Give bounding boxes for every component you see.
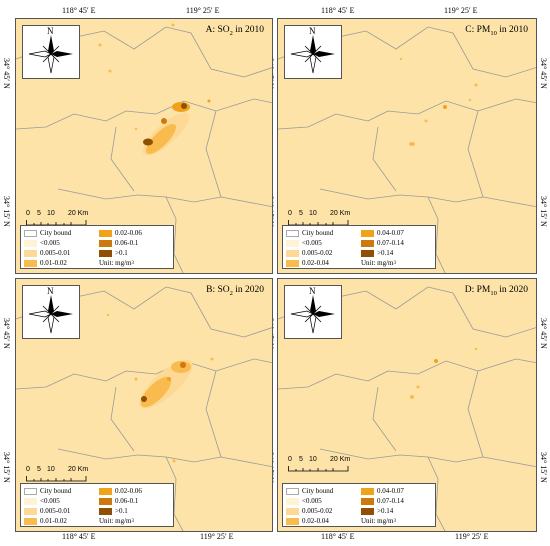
lon-label-bottom-left-2: 118° 45′ E bbox=[321, 532, 355, 541]
compass-rose: N bbox=[284, 25, 342, 79]
compass-rose: N bbox=[284, 285, 342, 339]
lon-label-top-right-2: 119° 25′ E bbox=[444, 6, 478, 15]
lon-label-bottom-right: 119° 25′ E bbox=[200, 532, 234, 541]
hotspot-5 bbox=[171, 23, 175, 27]
panel-title: B: SO2 in 2020 bbox=[206, 285, 264, 297]
hotspot-2 bbox=[443, 105, 447, 109]
svg-text:N: N bbox=[47, 26, 54, 36]
lon-label-top-right: 119° 25′ E bbox=[186, 6, 220, 15]
map-layer bbox=[16, 23, 272, 273]
hotspot-6 bbox=[106, 313, 110, 317]
hotspot-5 bbox=[468, 98, 472, 102]
svg-text:N: N bbox=[309, 26, 316, 36]
legend: City bound <0.005 0.005-0.01 0.01-0.02 0… bbox=[20, 225, 174, 269]
panel-title: D: PM10 in 2020 bbox=[464, 285, 528, 297]
city-boundary bbox=[278, 26, 536, 273]
hotspot-8 bbox=[134, 127, 138, 131]
plume-mid bbox=[140, 376, 172, 408]
lon-label-bottom-left: 118° 45′ E bbox=[62, 532, 96, 541]
hotspot-3 bbox=[161, 118, 167, 124]
hotspot-core-1 bbox=[141, 396, 147, 402]
north-arrow-icon: N bbox=[28, 26, 73, 74]
hotspot-core-2 bbox=[181, 103, 187, 109]
hotspot-6 bbox=[98, 43, 102, 47]
legend: City bound <0.005 0.005-0.02 0.02-0.04 0… bbox=[282, 225, 436, 269]
hotspot-4 bbox=[474, 83, 478, 87]
hotspot-4 bbox=[474, 347, 478, 351]
hotspot-7 bbox=[172, 459, 176, 463]
lon-label-top-left: 118° 45′ E bbox=[62, 6, 96, 15]
map-panel-so2-2020: N B: SO2 in 2020 0 5 10 20 Km City bound… bbox=[15, 278, 273, 532]
lat-label-left-a-bottom: 34° 15′ N bbox=[2, 196, 11, 227]
hotspot-5 bbox=[210, 357, 214, 361]
lat-label-left-b-top: 34° 45′ N bbox=[2, 318, 11, 349]
lon-label-bottom-right-2: 119° 25′ E bbox=[455, 532, 489, 541]
city-boundary bbox=[278, 286, 536, 531]
hotspot-1 bbox=[410, 395, 414, 399]
scale-bar-ruler bbox=[26, 476, 87, 482]
map-layer bbox=[278, 26, 536, 273]
compass-rose: N bbox=[22, 285, 80, 339]
scale-bar: 0 5 10 20 Km bbox=[26, 466, 106, 484]
plume-mid bbox=[146, 124, 176, 154]
hotspot-3 bbox=[416, 385, 420, 389]
lat-label-left-b-bottom: 34° 15′ N bbox=[2, 452, 11, 483]
hotspot-6 bbox=[399, 57, 403, 61]
hotspot-2 bbox=[180, 362, 186, 368]
svg-text:N: N bbox=[309, 286, 316, 296]
legend: City bound <0.005 0.005-0.01 0.01-0.02 0… bbox=[20, 483, 174, 527]
hotspot-3 bbox=[424, 119, 428, 123]
map-panel-so2-2010: N A: SO2 in 2010 0 5 10 20 Km City bound… bbox=[15, 18, 273, 274]
lat-label-right-d-top: 34° 45′ N bbox=[539, 318, 548, 349]
hotspot-4 bbox=[207, 99, 211, 103]
hotspot-7 bbox=[108, 69, 112, 73]
map-panel-pm10-2020: N D: PM10 in 2020 0 5 10 20 Km City boun… bbox=[277, 278, 537, 532]
lat-label-right-c-bottom: 34° 15′ N bbox=[539, 196, 548, 227]
svg-text:N: N bbox=[47, 286, 54, 296]
lat-label-right-c-top: 34° 45′ N bbox=[539, 58, 548, 89]
north-arrow-icon: N bbox=[28, 286, 73, 334]
city-boundary bbox=[16, 286, 272, 531]
hotspot-core-1 bbox=[143, 138, 153, 146]
lat-label-left-a-top: 34° 45′ N bbox=[2, 58, 11, 89]
scale-bar-ruler bbox=[288, 466, 349, 472]
map-layer bbox=[278, 286, 536, 531]
hotspot-1 bbox=[409, 142, 415, 146]
hotspot-2 bbox=[434, 359, 438, 363]
city-boundary bbox=[16, 26, 272, 273]
lat-label-right-d-bottom: 34° 15′ N bbox=[539, 452, 548, 483]
lon-label-top-left-2: 118° 45′ E bbox=[321, 6, 355, 15]
north-arrow-icon: N bbox=[290, 286, 335, 334]
hotspot-4 bbox=[134, 377, 138, 381]
compass-rose: N bbox=[22, 25, 80, 79]
map-layer bbox=[16, 286, 272, 531]
map-panel-pm10-2010: N C: PM10 in 2010 0 5 10 20 Km City boun… bbox=[277, 18, 537, 274]
panel-title: A: SO2 in 2010 bbox=[205, 25, 264, 37]
hotspot-2 bbox=[172, 102, 190, 112]
north-arrow-icon: N bbox=[290, 26, 335, 74]
scale-bar: 0 5 10 20 Km bbox=[288, 456, 368, 474]
hotspot-3 bbox=[167, 377, 171, 381]
panel-title: C: PM10 in 2010 bbox=[465, 25, 528, 37]
legend: City bound <0.005 0.005-0.02 0.02-0.04 0… bbox=[282, 483, 436, 527]
